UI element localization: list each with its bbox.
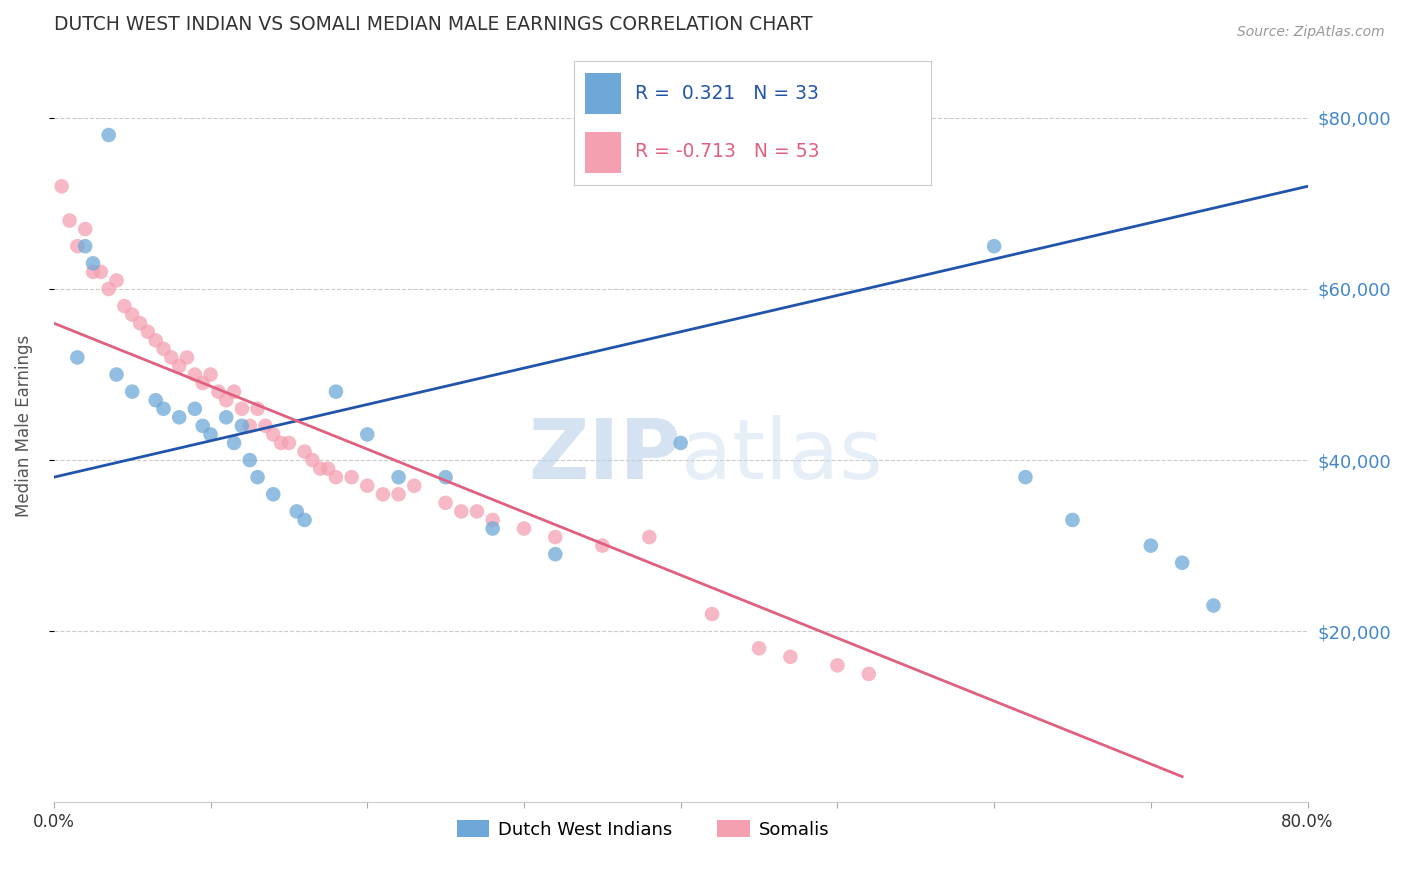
Point [167, 359, 190, 373]
Point [450, 504, 472, 518]
Point [97, 128, 120, 142]
Point [294, 513, 316, 527]
Point [387, 487, 409, 501]
Point [858, 667, 880, 681]
Point [254, 418, 277, 433]
Point [544, 530, 567, 544]
Text: ZIP: ZIP [529, 416, 681, 497]
Point [748, 641, 770, 656]
Point [481, 522, 503, 536]
Point [200, 427, 222, 442]
Point [294, 444, 316, 458]
Point [82, 265, 104, 279]
Text: atlas: atlas [681, 416, 883, 497]
Point [82, 256, 104, 270]
Point [371, 487, 394, 501]
Point [215, 410, 238, 425]
Point [75, 222, 97, 236]
Point [246, 470, 269, 484]
Point [105, 368, 128, 382]
Point [184, 368, 207, 382]
Point [136, 325, 159, 339]
Point [638, 530, 661, 544]
Point [544, 547, 567, 561]
Point [387, 470, 409, 484]
Point [325, 470, 347, 484]
Point [983, 239, 1005, 253]
Point [145, 393, 167, 408]
Point [285, 504, 308, 518]
Point [356, 427, 378, 442]
Point [239, 418, 262, 433]
Text: Source: ZipAtlas.com: Source: ZipAtlas.com [1237, 25, 1385, 39]
Point [121, 384, 143, 399]
Point [669, 436, 692, 450]
Point [152, 342, 174, 356]
Point [340, 470, 363, 484]
Point [246, 401, 269, 416]
Point [191, 418, 214, 433]
Point [1014, 470, 1036, 484]
Point [827, 658, 849, 673]
Point [239, 453, 262, 467]
Point [262, 487, 284, 501]
Point [404, 479, 426, 493]
Point [591, 539, 613, 553]
Point [434, 470, 457, 484]
Point [207, 384, 229, 399]
Point [66, 351, 89, 365]
Point [1062, 513, 1084, 527]
Point [222, 436, 245, 450]
Point [215, 393, 238, 408]
Point [66, 239, 89, 253]
Point [176, 351, 198, 365]
Point [513, 522, 536, 536]
Point [145, 334, 167, 348]
Point [779, 649, 801, 664]
Text: DUTCH WEST INDIAN VS SOMALI MEDIAN MALE EARNINGS CORRELATION CHART: DUTCH WEST INDIAN VS SOMALI MEDIAN MALE … [53, 15, 813, 34]
Point [231, 418, 253, 433]
Point [75, 239, 97, 253]
Point [316, 461, 339, 475]
Point [121, 308, 143, 322]
Point [105, 273, 128, 287]
Point [325, 384, 347, 399]
Point [231, 401, 253, 416]
Point [356, 479, 378, 493]
Point [200, 368, 222, 382]
Point [152, 401, 174, 416]
Point [167, 410, 190, 425]
Point [277, 436, 299, 450]
Point [222, 384, 245, 399]
Point [58, 213, 80, 227]
Point [191, 376, 214, 390]
Point [434, 496, 457, 510]
Point [112, 299, 135, 313]
Point [262, 427, 284, 442]
Point [51, 179, 73, 194]
Point [160, 351, 183, 365]
Point [1140, 539, 1163, 553]
Point [184, 401, 207, 416]
Point [1171, 556, 1194, 570]
Point [481, 513, 503, 527]
Point [1202, 599, 1225, 613]
Point [129, 316, 152, 330]
Point [465, 504, 488, 518]
Point [97, 282, 120, 296]
Point [309, 461, 332, 475]
Point [90, 265, 112, 279]
Legend: Dutch West Indians, Somalis: Dutch West Indians, Somalis [450, 814, 837, 846]
Point [301, 453, 323, 467]
Point [270, 436, 292, 450]
Point [700, 607, 723, 621]
Y-axis label: Median Male Earnings: Median Male Earnings [15, 334, 32, 517]
